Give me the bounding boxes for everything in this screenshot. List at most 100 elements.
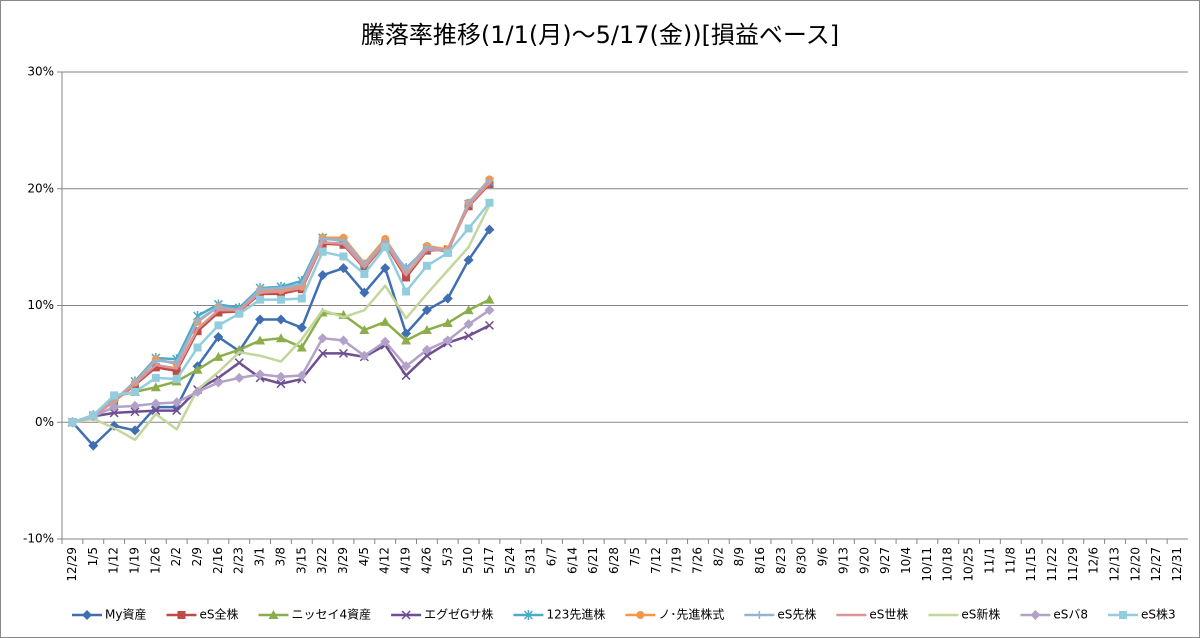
marker (484, 320, 494, 330)
x-tick-label: 10/18 (941, 547, 955, 582)
x-tick-label: 6/7 (545, 547, 559, 566)
marker (88, 440, 99, 451)
marker (193, 316, 202, 325)
marker (109, 402, 120, 413)
marker (129, 425, 140, 436)
marker (192, 364, 203, 374)
legend-label: eS株3 (1141, 607, 1176, 622)
x-tick-label: 4/19 (399, 547, 413, 574)
x-tick-label: 3/22 (315, 547, 329, 574)
marker (442, 318, 453, 328)
x-tick-label: 8/16 (753, 547, 767, 574)
marker (484, 305, 495, 316)
x-tick-label: 12/20 (1128, 547, 1142, 582)
marker (401, 335, 412, 345)
marker (193, 343, 202, 352)
x-tick-label: 3/8 (273, 547, 287, 566)
x-tick-label: 4/26 (419, 547, 433, 574)
marker (442, 335, 453, 346)
x-tick-label: 5/24 (503, 547, 517, 574)
marker (275, 314, 286, 325)
marker (422, 261, 431, 270)
legend-item: eS全株 (166, 607, 238, 622)
marker (296, 342, 307, 352)
marker (484, 224, 495, 235)
x-tick-label: 9/27 (878, 547, 892, 574)
marker (318, 348, 328, 358)
y-tick-label: 30% (27, 65, 54, 79)
x-tick-label: 11/15 (1024, 547, 1038, 582)
x-tick-label: 6/28 (607, 547, 621, 574)
x-tick-label: 1/19 (127, 547, 141, 574)
legend-item: 123先進株 (513, 607, 605, 622)
legend-item: ニッセイ4資産 (258, 607, 371, 622)
x-tick-label: 6/21 (586, 547, 600, 574)
marker (171, 397, 182, 408)
x-tick-label: 8/2 (711, 547, 725, 566)
marker (276, 295, 285, 304)
marker (151, 363, 160, 372)
x-tick-label: 6/14 (565, 547, 579, 574)
x-tick-label: 10/4 (899, 547, 913, 574)
marker (421, 344, 432, 355)
marker (338, 335, 349, 346)
legend-label: eS新株 (961, 607, 1000, 622)
marker (268, 610, 279, 619)
marker (129, 400, 140, 411)
marker (636, 611, 645, 619)
marker (359, 287, 370, 298)
y-tick-label: -10% (23, 532, 54, 546)
marker (359, 325, 370, 335)
x-tick-label: 7/26 (690, 547, 704, 574)
marker (234, 372, 245, 383)
marker (151, 406, 161, 416)
legend-item: ノ･先進株式 (625, 607, 724, 622)
marker (214, 321, 223, 330)
x-tick-label: 5/17 (482, 547, 496, 574)
x-tick-label: 1/26 (148, 547, 162, 574)
legend-item: eS世株 (836, 607, 908, 622)
marker (359, 350, 370, 361)
marker (338, 263, 349, 274)
marker (110, 391, 119, 400)
marker (380, 263, 391, 274)
legend-label: eSバ8 (1053, 608, 1088, 622)
marker (523, 610, 533, 620)
x-tick-label: 2/2 (169, 547, 183, 566)
marker (276, 379, 286, 389)
x-tick-label: 8/23 (774, 547, 788, 574)
y-tick-label: 0% (35, 415, 54, 429)
marker (89, 411, 98, 420)
legend-item: My資産 (72, 607, 146, 622)
x-tick-label: 11/1 (982, 547, 996, 574)
x-tick-label: 10/25 (962, 547, 976, 582)
legend-item: エグゼGサ株 (391, 607, 493, 622)
x-tick-label: 9/6 (816, 547, 830, 566)
marker (256, 295, 265, 304)
marker (130, 387, 139, 396)
marker (380, 336, 391, 347)
legend-label: 123先進株 (546, 607, 605, 622)
marker (338, 348, 349, 358)
marker (463, 319, 474, 330)
x-tick-label: 2/23 (232, 547, 246, 574)
x-tick-label: 8/9 (732, 547, 746, 566)
legend-item: eS株3 (1108, 607, 1176, 622)
marker (213, 332, 224, 343)
x-tick-label: 11/29 (1066, 547, 1080, 582)
marker (213, 377, 224, 388)
x-tick-label: 7/5 (628, 547, 642, 566)
x-tick-label: 4/12 (378, 547, 392, 574)
x-tick-label: 9/20 (857, 547, 871, 574)
x-tick-label: 1/5 (86, 547, 100, 566)
x-tick-label: 3/1 (253, 547, 267, 566)
marker (235, 309, 244, 318)
marker (150, 382, 161, 392)
marker (443, 248, 452, 257)
marker (318, 247, 327, 256)
marker (484, 294, 495, 304)
marker (130, 407, 140, 417)
legend-label: eS全株 (199, 607, 238, 622)
marker (380, 316, 391, 326)
marker (255, 335, 266, 345)
